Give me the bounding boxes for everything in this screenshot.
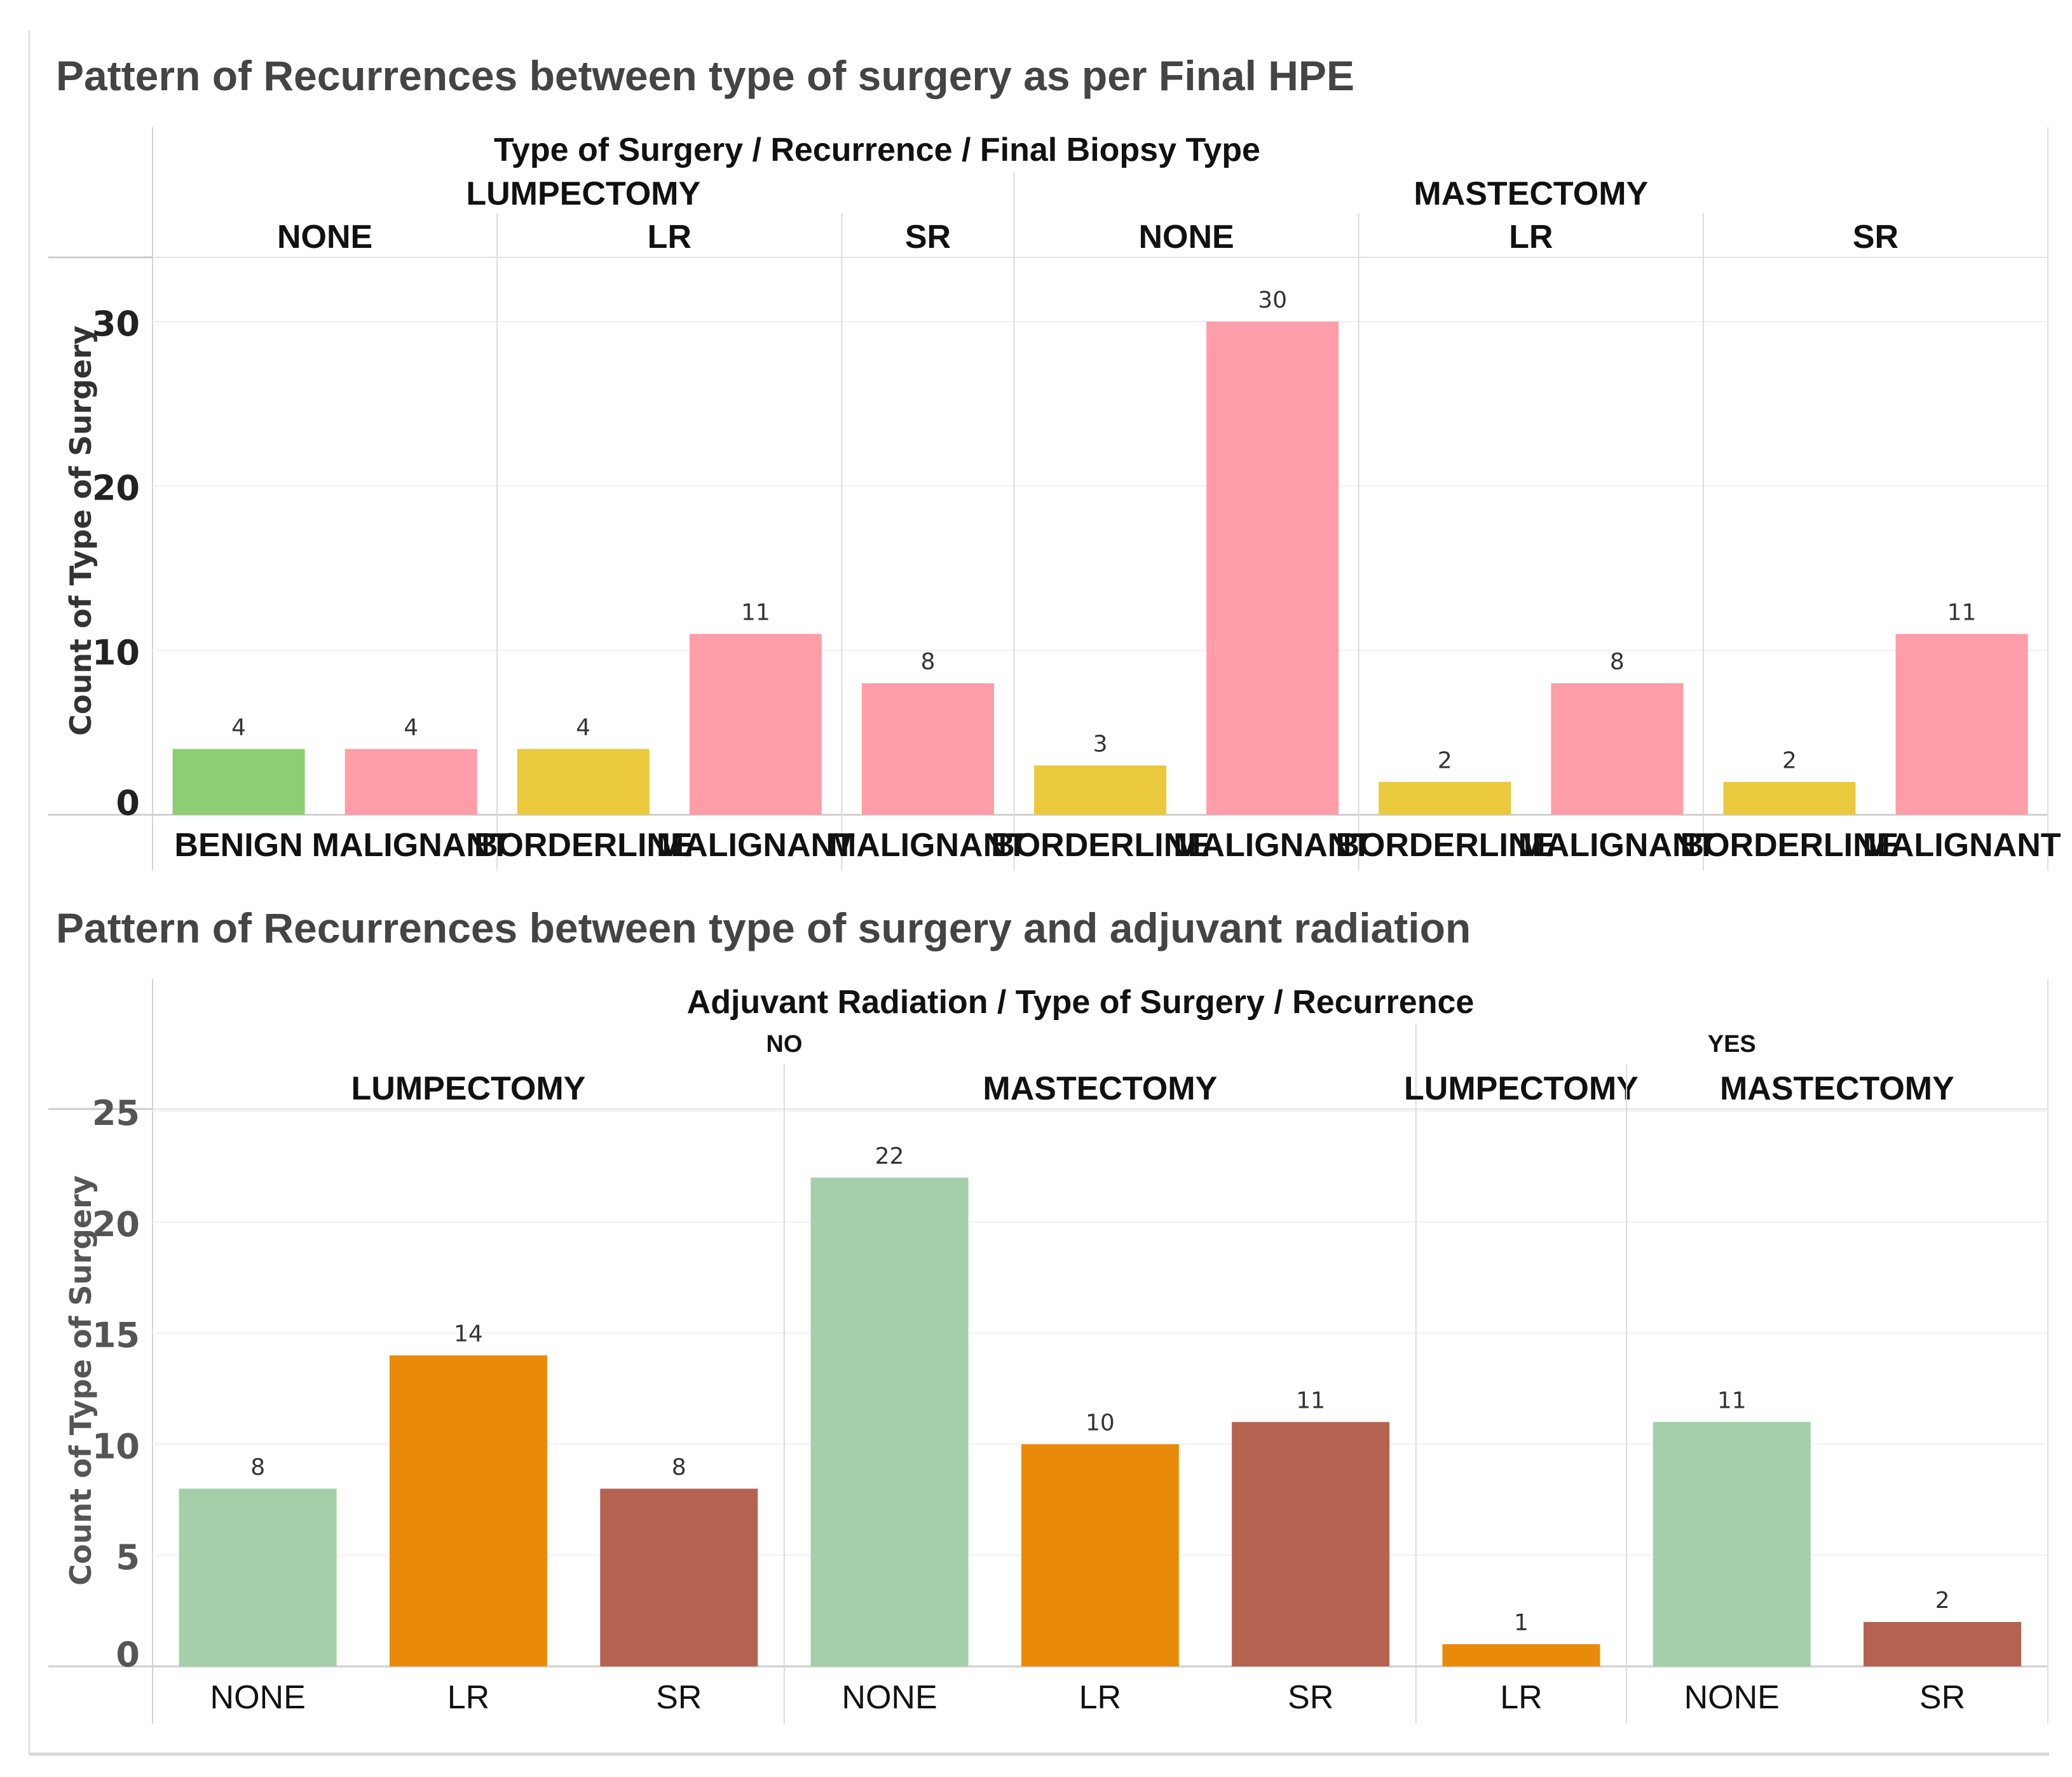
chart1-category-label: MALIGNANT [312, 827, 510, 864]
chart1-bar [344, 749, 477, 815]
chart2-ytick-label: 20 [92, 1204, 140, 1244]
chart1-category-label: BENIGN [174, 827, 303, 864]
chart1-value-label: 11 [1947, 599, 1977, 625]
chart1-title: Pattern of Recurrences between type of s… [56, 52, 1354, 99]
chart1-value-label: 4 [576, 715, 590, 741]
chart1-value-label: 2 [1782, 747, 1797, 773]
chart2-category-label: SR [1288, 1679, 1333, 1716]
chart1-subgroup-label: SR [1853, 219, 1898, 255]
chart2-category-label: NONE [842, 1679, 937, 1716]
chart1-subgroup-label: NONE [277, 219, 372, 255]
chart2-ytick-label: 10 [92, 1426, 140, 1466]
chart1-bar [861, 683, 994, 815]
chart1-category-label: BORDERLINE [991, 827, 1210, 864]
chart2-ylabel: Count of Type of Surgery [64, 1175, 98, 1586]
chart2-value-label: 22 [875, 1143, 904, 1169]
chart2-value-label: 11 [1717, 1387, 1747, 1413]
chart1-category-label: MALIGNANT [1173, 827, 1372, 864]
chart2-ytick-label: 15 [92, 1316, 140, 1356]
chart2-value-label: 11 [1296, 1387, 1325, 1413]
chart2-category-label: LR [1079, 1679, 1121, 1716]
chart1-bar [689, 634, 822, 815]
chart1-value-label: 4 [404, 715, 418, 741]
chart1-value-label: 30 [1258, 287, 1287, 313]
chart2-category-label: LR [1500, 1679, 1542, 1716]
chart1-ytick-label: 30 [92, 304, 140, 344]
chart2-group-label: YES [1708, 1031, 1756, 1058]
chart1-category-label: BORDERLINE [1335, 827, 1554, 864]
chart1-value-label: 8 [1610, 649, 1625, 675]
chart1-category-label: MALIGNANT [657, 827, 855, 864]
chart1-header: Type of Surgery / Recurrence / Final Bio… [494, 132, 1260, 168]
chart1-value-label: 2 [1438, 747, 1452, 773]
chart1-bar [1895, 634, 2028, 815]
chart2-bar [1442, 1644, 1600, 1666]
chart1-category-label: BORDERLINE [1680, 827, 1899, 864]
chart2-bar [1653, 1422, 1811, 1666]
chart2-value-label: 10 [1086, 1410, 1115, 1436]
chart2-category-label: SR [1919, 1679, 1965, 1716]
chart1-category-label: MALIGNANT [1863, 827, 2061, 864]
chart1-bar [1034, 765, 1167, 815]
chart1-category-label: BORDERLINE [474, 827, 693, 864]
chart2-bar [179, 1488, 337, 1666]
chart1-bar [1723, 782, 1856, 815]
chart1-category-label: MALIGNANT [1518, 827, 1716, 864]
chart1-ytick-label: 0 [116, 783, 140, 823]
chart2-bar [1021, 1444, 1179, 1666]
chart2-subgroup-label: MASTECTOMY [1720, 1070, 1954, 1107]
chart1-value-label: 8 [920, 649, 935, 675]
chart1-group-label: LUMPECTOMY [466, 175, 700, 212]
chart2-ytick-label: 25 [92, 1093, 140, 1133]
chart1-subgroup-label: NONE [1138, 219, 1234, 255]
chart1-value-label: 3 [1093, 731, 1108, 757]
chart2-bar [389, 1355, 547, 1666]
chart2-bar [600, 1488, 758, 1666]
chart2-bar [1232, 1422, 1390, 1666]
chart1-bar [1379, 782, 1511, 815]
chart2-ytick-label: 0 [116, 1635, 140, 1675]
chart1-bar [1551, 683, 1684, 815]
chart1-ylabel: Count of Type of Surgery [64, 325, 98, 736]
chart2-category-label: NONE [210, 1679, 306, 1716]
chart1-subgroup-label: LR [1509, 219, 1553, 255]
chart1-value-label: 4 [231, 715, 246, 741]
chart2-value-label: 1 [1514, 1610, 1529, 1636]
chart2-header: Adjuvant Radiation / Type of Surgery / R… [687, 984, 1475, 1021]
chart1-bar [172, 749, 305, 815]
chart2-subgroup-label: MASTECTOMY [983, 1070, 1217, 1107]
chart1-subgroup-label: SR [905, 219, 951, 255]
chart1-ytick-label: 20 [92, 468, 140, 508]
chart2-value-label: 2 [1935, 1588, 1950, 1614]
chart2-bar [810, 1177, 969, 1666]
chart2-value-label: 8 [250, 1454, 265, 1480]
chart2-ytick-label: 5 [116, 1537, 140, 1577]
chart1-subgroup-label: LR [648, 219, 692, 255]
chart2-bar [1864, 1622, 2022, 1666]
chart2-category-label: LR [447, 1679, 489, 1716]
chart2-title: Pattern of Recurrences between type of s… [56, 904, 1471, 951]
chart2-subgroup-label: LUMPECTOMY [351, 1070, 586, 1107]
chart1-value-label: 11 [741, 599, 770, 625]
chart1-category-label: MALIGNANT [829, 827, 1027, 864]
chart2-category-label: NONE [1684, 1679, 1780, 1716]
chart2-subgroup-label: LUMPECTOMY [1404, 1070, 1639, 1107]
chart1-bar [517, 749, 650, 815]
chart2-value-label: 14 [454, 1321, 483, 1347]
chart1-bar [1206, 321, 1339, 815]
chart2-value-label: 8 [672, 1454, 686, 1480]
chart2-group-label: NO [766, 1031, 802, 1058]
chart1-ytick-label: 10 [92, 632, 140, 672]
chart1-group-label: MASTECTOMY [1414, 175, 1648, 212]
chart2-category-label: SR [656, 1679, 702, 1716]
